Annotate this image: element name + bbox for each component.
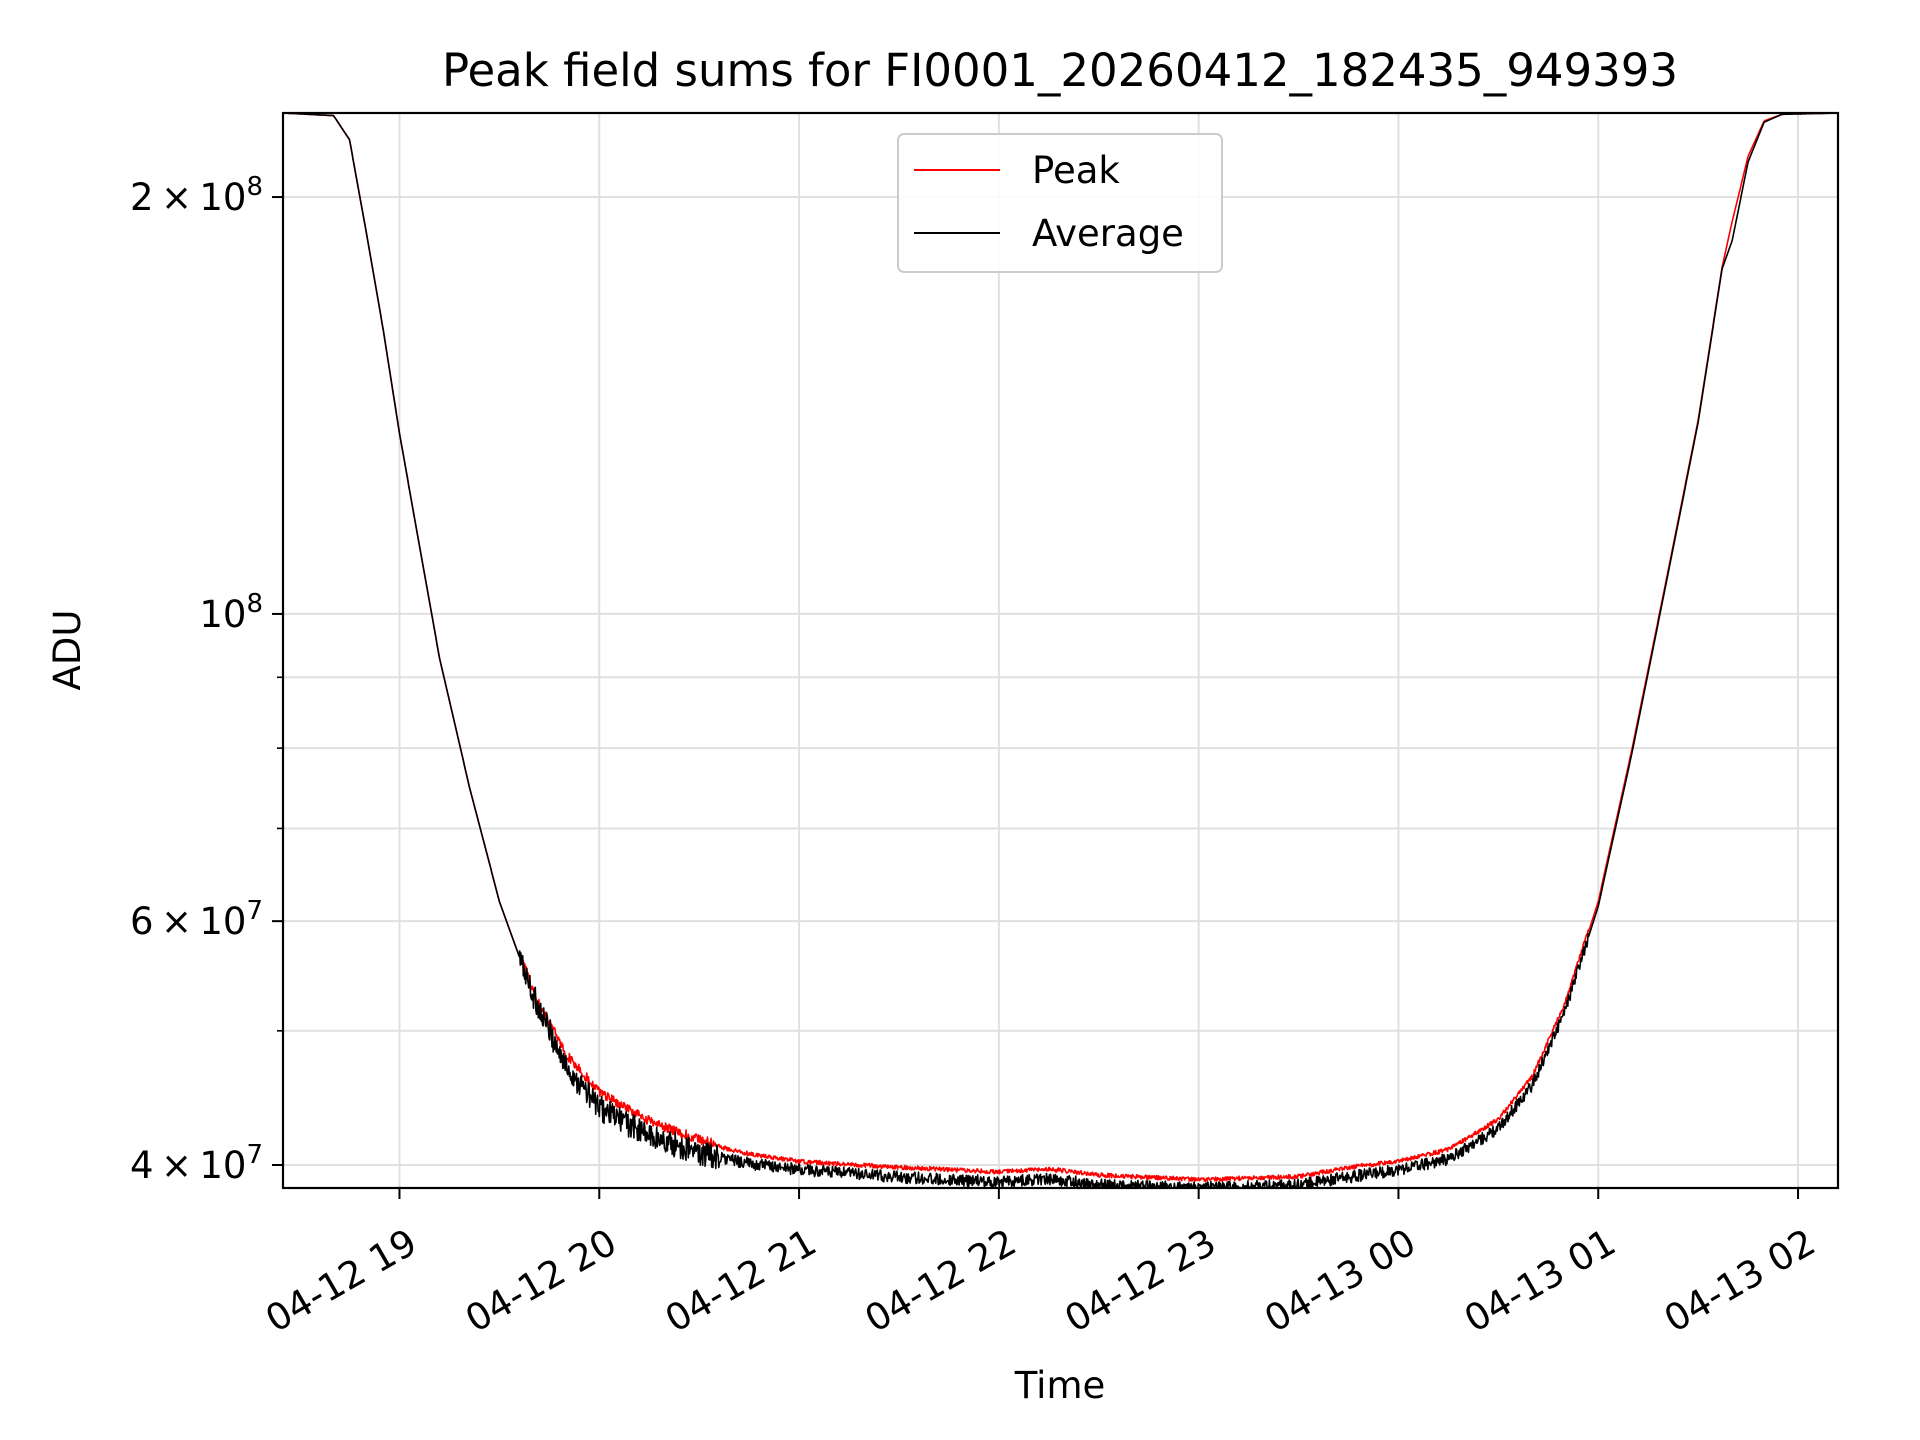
y-tick-label-base: 6 × 10 [130, 900, 246, 943]
axis-ticks [272, 196, 1800, 1199]
legend-label-average: Average [1032, 212, 1184, 255]
legend-label-peak: Peak [1032, 149, 1120, 192]
y-tick-label: 2 × 108 [130, 172, 263, 219]
y-axis-label: ADU [46, 610, 89, 691]
y-tick-label: 108 [199, 589, 263, 636]
legend-box [897, 133, 1223, 273]
series-line-peak [283, 112, 1839, 1183]
series-line-average [283, 112, 1839, 1189]
y-tick-label-exponent: 7 [246, 1140, 263, 1170]
y-tick-label-base: 4 × 10 [130, 1144, 246, 1187]
x-axis-label: Time [1014, 1364, 1106, 1407]
legend: Peak Average [897, 133, 1223, 273]
grid-lines [283, 113, 1838, 1188]
y-tick-label-exponent: 8 [246, 172, 263, 202]
axes-frame [281, 111, 1840, 1190]
y-tick-label: 6 × 107 [130, 896, 263, 943]
plot-area [283, 112, 1839, 1189]
y-tick-label-base: 2 × 10 [130, 176, 246, 219]
y-tick-label-exponent: 8 [246, 589, 263, 619]
y-tick-label-exponent: 7 [246, 896, 263, 926]
y-tick-label: 4 × 107 [130, 1140, 263, 1187]
chart-title: Peak field sums for FI0001_20260412_1824… [442, 44, 1678, 97]
y-tick-label-base: 10 [199, 593, 246, 636]
